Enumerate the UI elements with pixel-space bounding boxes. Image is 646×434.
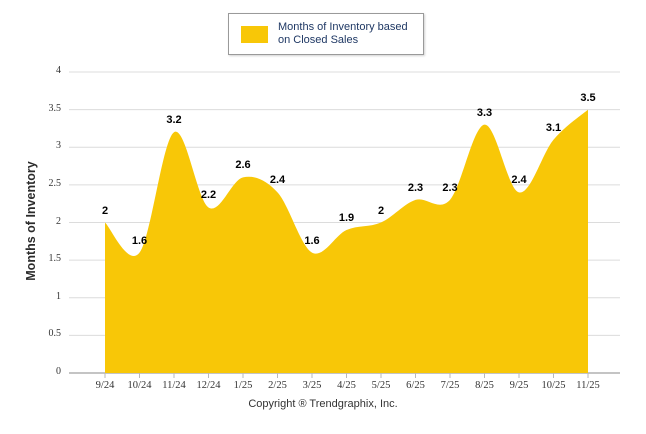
x-tick-label: 1/25: [233, 380, 253, 391]
y-tick-label: 2.5: [48, 177, 62, 189]
legend-series-label: Months of Inventory based on Closed Sale…: [278, 21, 408, 46]
x-tick-label: 7/25: [440, 380, 460, 391]
y-tick-label: 3.5: [48, 102, 62, 114]
y-tick-label: 1.5: [48, 253, 62, 265]
x-tick-label: 11/25: [576, 380, 600, 391]
x-tick-label: 6/25: [406, 380, 425, 391]
x-tick-label: 11/24: [162, 380, 186, 391]
data-point-label: 3.5: [580, 91, 596, 104]
data-point-label: 1.6: [131, 234, 148, 247]
data-point-label: 3.1: [545, 121, 562, 134]
x-tick-label: 5/25: [371, 380, 391, 391]
data-point-label: 3.2: [166, 114, 182, 127]
y-tick-label: 0: [56, 366, 61, 377]
data-point-label: 1.6: [304, 234, 320, 247]
data-point-label: 2.3: [407, 181, 424, 194]
data-point-label: 2.2: [200, 189, 217, 202]
data-point-label: 2.3: [442, 181, 458, 194]
x-tick-label: 9/24: [95, 380, 115, 391]
copyright-notice: Copyright ® Trendgraphix, Inc.: [248, 398, 398, 410]
x-tick-label: 9/25: [509, 380, 529, 391]
chart-legend[interactable]: Months of Inventory based on Closed Sale…: [228, 13, 424, 55]
y-tick-label: 0.5: [48, 328, 62, 340]
x-tick-label: 3/25: [302, 380, 322, 391]
y-tick-label: 4: [56, 65, 61, 76]
data-point-label: 2.4: [269, 174, 286, 187]
data-point-label: 2: [101, 204, 109, 217]
x-tick-label: 8/25: [475, 380, 494, 391]
y-tick-label: 3: [56, 140, 61, 152]
x-tick-label: 2/25: [268, 380, 287, 391]
data-point-label: 2.4: [511, 174, 527, 187]
x-tick-label: 10/24: [127, 380, 152, 391]
data-point-label: 2: [377, 204, 385, 217]
data-point-label: 3.3: [476, 106, 493, 119]
y-tick-label: 1: [56, 290, 61, 302]
y-tick-label: 2: [56, 215, 61, 227]
x-tick-label: 12/24: [196, 380, 221, 391]
x-tick-label: 10/25: [541, 380, 566, 391]
data-point-label: 1.9: [338, 212, 355, 225]
data-point-label: 2.6: [235, 159, 251, 172]
legend-color-swatch: [241, 25, 268, 43]
x-tick-label: 4/25: [337, 380, 356, 391]
